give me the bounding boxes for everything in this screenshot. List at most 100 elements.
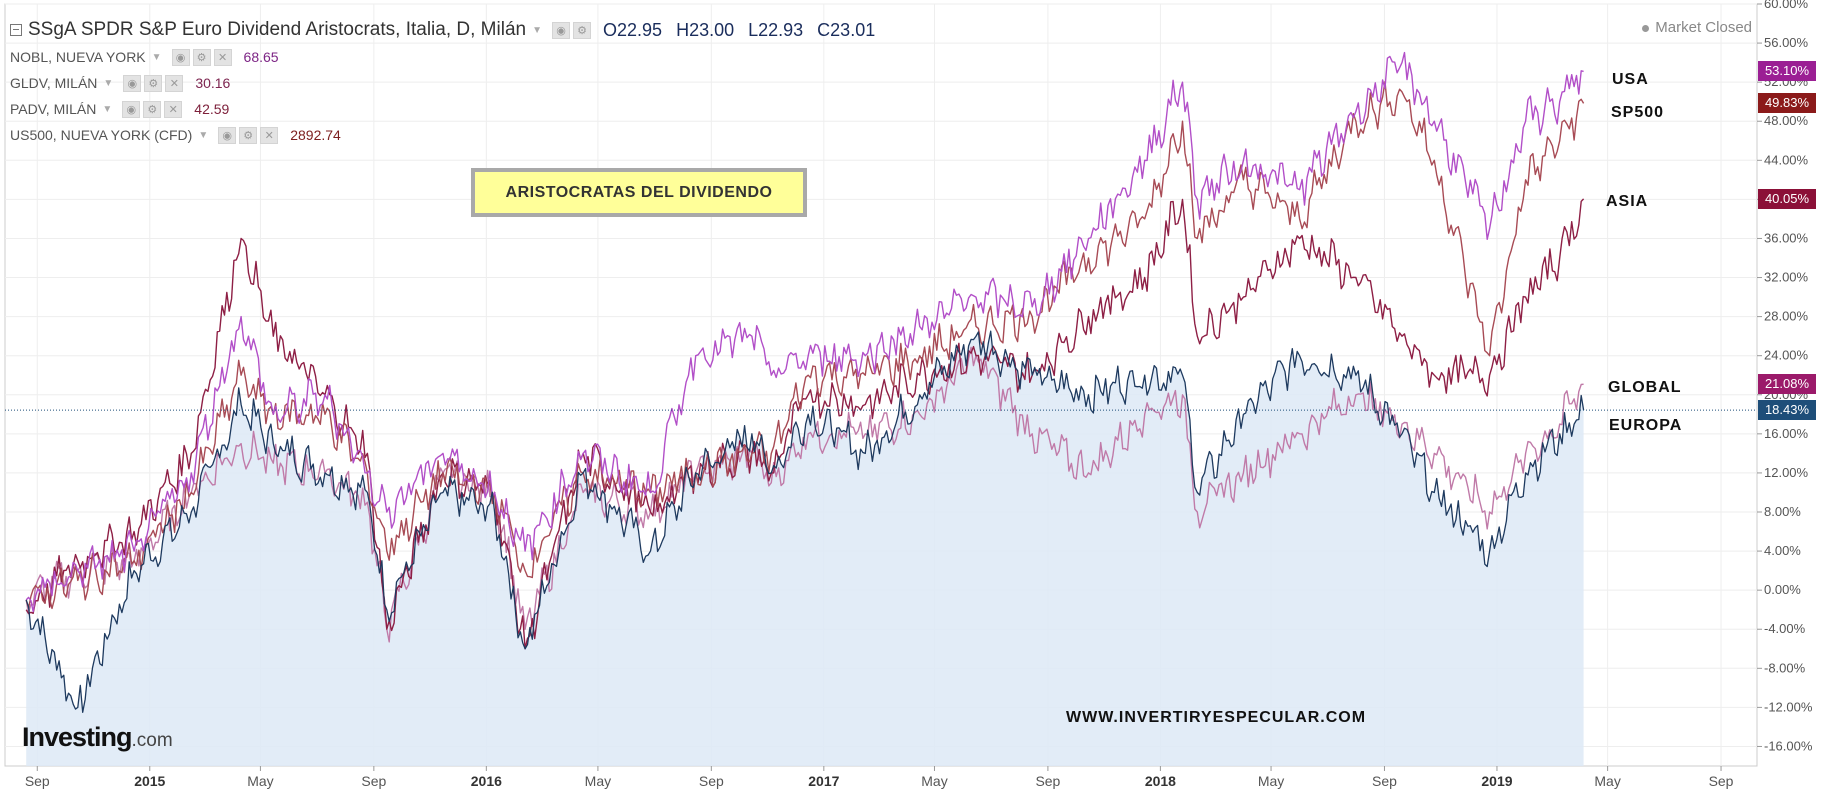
y-tick-label: -4.00% bbox=[1764, 621, 1806, 636]
y-tick-label: 28.00% bbox=[1764, 309, 1809, 324]
x-tick-label: Sep bbox=[361, 773, 386, 789]
y-tick-label: 44.00% bbox=[1764, 152, 1809, 167]
series-line-usa bbox=[25, 51, 1584, 613]
chevron-down-icon[interactable]: ▼ bbox=[103, 77, 114, 89]
chevron-down-icon[interactable]: ▼ bbox=[102, 103, 113, 115]
close-icon[interactable]: ✕ bbox=[164, 100, 183, 118]
legend-row-value: 68.65 bbox=[243, 49, 279, 65]
ohlc-close: C23.01 bbox=[817, 20, 875, 41]
close-icon[interactable]: ✕ bbox=[165, 74, 184, 92]
chevron-down-icon[interactable]: ▼ bbox=[151, 51, 162, 63]
eye-icon[interactable]: ◉ bbox=[218, 126, 237, 144]
watermark-text: WWW.INVERTIRYESPECULAR.COM bbox=[1066, 709, 1367, 726]
legend-main-title: SSgA SPDR S&P Euro Dividend Aristocrats,… bbox=[28, 19, 527, 40]
ohlc-high-key: H bbox=[676, 19, 690, 40]
series-label-europa: EUROPA bbox=[1609, 417, 1683, 434]
series-line-asia bbox=[25, 198, 1585, 650]
axis-layer: 60.00%56.00%52.00%48.00%44.00%40.00%36.0… bbox=[25, 0, 1813, 789]
x-tick-label: Sep bbox=[25, 773, 50, 789]
legend-row-us500[interactable]: US500, NUEVA YORK (CFD) ▼ ◉ ⚙ ✕ 2892.74 bbox=[10, 122, 889, 148]
x-tick-label: May bbox=[921, 773, 947, 789]
gear-icon[interactable]: ⚙ bbox=[192, 48, 211, 66]
x-tick-label: May bbox=[1258, 773, 1284, 789]
ohlc-low: L22.93 bbox=[748, 20, 803, 41]
eye-icon[interactable]: ◉ bbox=[123, 74, 142, 92]
legend-row-name: PADV, MILÁN bbox=[10, 101, 97, 117]
x-tick-label: 2017 bbox=[808, 773, 839, 789]
gear-icon[interactable]: ⚙ bbox=[573, 21, 591, 39]
price-badge-global: 21.08% bbox=[1758, 374, 1816, 395]
price-badge-usa: 53.10% bbox=[1758, 61, 1816, 82]
series-label-usa: USA bbox=[1612, 71, 1649, 88]
legend-row-controls: ◉ ⚙ ✕ bbox=[218, 126, 279, 144]
y-tick-label: 0.00% bbox=[1764, 582, 1801, 597]
x-tick-label: 2016 bbox=[471, 773, 502, 789]
ohlc-low-value: 22.93 bbox=[758, 19, 804, 40]
price-badge-sp500: 49.83% bbox=[1758, 93, 1816, 114]
ohlc-open: O22.95 bbox=[603, 20, 662, 41]
series-label-asia: ASIA bbox=[1606, 193, 1649, 210]
status-dot-icon bbox=[1642, 24, 1650, 32]
annotation-title-box: ARISTOCRATAS DEL DIVIDENDO bbox=[471, 168, 807, 217]
gear-icon[interactable]: ⚙ bbox=[239, 126, 258, 144]
y-tick-label: -8.00% bbox=[1764, 660, 1806, 675]
y-tick-label: -12.00% bbox=[1764, 699, 1813, 714]
ohlc-close-value: 23.01 bbox=[830, 19, 876, 40]
legend-row-gldv[interactable]: GLDV, MILÁN ▼ ◉ ⚙ ✕ 30.16 bbox=[10, 70, 889, 96]
close-icon[interactable]: ✕ bbox=[213, 48, 232, 66]
y-tick-label: 56.00% bbox=[1764, 35, 1809, 50]
ohlc-high: H23.00 bbox=[676, 20, 734, 41]
price-badge-europa: 18.43% bbox=[1758, 400, 1816, 421]
chevron-down-icon[interactable]: ▼ bbox=[532, 24, 542, 36]
gear-icon[interactable]: ⚙ bbox=[144, 74, 163, 92]
series-label-global: GLOBAL bbox=[1608, 379, 1682, 396]
x-tick-label: May bbox=[1594, 773, 1620, 789]
y-tick-label: 36.00% bbox=[1764, 230, 1809, 245]
gear-icon[interactable]: ⚙ bbox=[143, 100, 162, 118]
legend-row-controls: ◉ ⚙ ✕ bbox=[122, 100, 183, 118]
x-tick-label: Sep bbox=[699, 773, 724, 789]
series-line-global bbox=[25, 346, 1584, 643]
chart-legend: SSgA SPDR S&P Euro Dividend Aristocrats,… bbox=[10, 16, 889, 148]
x-tick-label: May bbox=[585, 773, 611, 789]
chevron-down-icon[interactable]: ▼ bbox=[198, 129, 209, 141]
market-status: Market Closed bbox=[1642, 19, 1752, 36]
line-layer bbox=[5, 51, 1757, 713]
series-line-europa bbox=[25, 330, 1585, 713]
series-area-europa bbox=[26, 331, 1584, 766]
y-tick-label: 60.00% bbox=[1764, 0, 1809, 11]
legend-row-padv[interactable]: PADV, MILÁN ▼ ◉ ⚙ ✕ 42.59 bbox=[10, 96, 889, 122]
logo-main-text: Investing bbox=[22, 722, 133, 752]
legend-row-name: NOBL, NUEVA YORK bbox=[10, 49, 146, 65]
x-tick-label: Sep bbox=[1709, 773, 1734, 789]
ohlc-low-key: L bbox=[748, 19, 759, 40]
collapse-icon[interactable] bbox=[10, 24, 22, 36]
series-label-sp500: SP500 bbox=[1611, 104, 1665, 121]
legend-row-nobl[interactable]: NOBL, NUEVA YORK ▼ ◉ ⚙ ✕ 68.65 bbox=[10, 44, 889, 70]
annotation-title-text: ARISTOCRATAS DEL DIVIDENDO bbox=[505, 183, 773, 201]
y-tick-label: -16.00% bbox=[1764, 738, 1813, 753]
ohlc-close-key: C bbox=[817, 19, 831, 40]
x-tick-label: 2018 bbox=[1145, 773, 1176, 789]
legend-main-row[interactable]: SSgA SPDR S&P Euro Dividend Aristocrats,… bbox=[10, 16, 889, 44]
legend-row-controls: ◉ ⚙ ✕ bbox=[171, 48, 232, 66]
close-icon[interactable]: ✕ bbox=[260, 126, 279, 144]
x-tick-label: May bbox=[247, 773, 273, 789]
ohlc-open-value: 22.95 bbox=[617, 19, 663, 40]
logo-sub-text: .com bbox=[131, 730, 173, 751]
eye-icon[interactable]: ◉ bbox=[122, 100, 141, 118]
series-line-sp500 bbox=[25, 81, 1585, 610]
eye-icon[interactable]: ◉ bbox=[552, 21, 570, 39]
x-tick-label: Sep bbox=[1035, 773, 1060, 789]
area-layer bbox=[26, 331, 1584, 766]
legend-row-value: 30.16 bbox=[195, 75, 231, 91]
eye-icon[interactable]: ◉ bbox=[171, 48, 190, 66]
legend-row-value: 42.59 bbox=[194, 101, 230, 117]
x-tick-label: 2015 bbox=[134, 773, 165, 789]
x-tick-label: Sep bbox=[1372, 773, 1397, 789]
investing-logo[interactable]: Investing.com bbox=[22, 722, 173, 753]
y-tick-label: 48.00% bbox=[1764, 113, 1809, 128]
legend-row-name: GLDV, MILÁN bbox=[10, 75, 98, 91]
